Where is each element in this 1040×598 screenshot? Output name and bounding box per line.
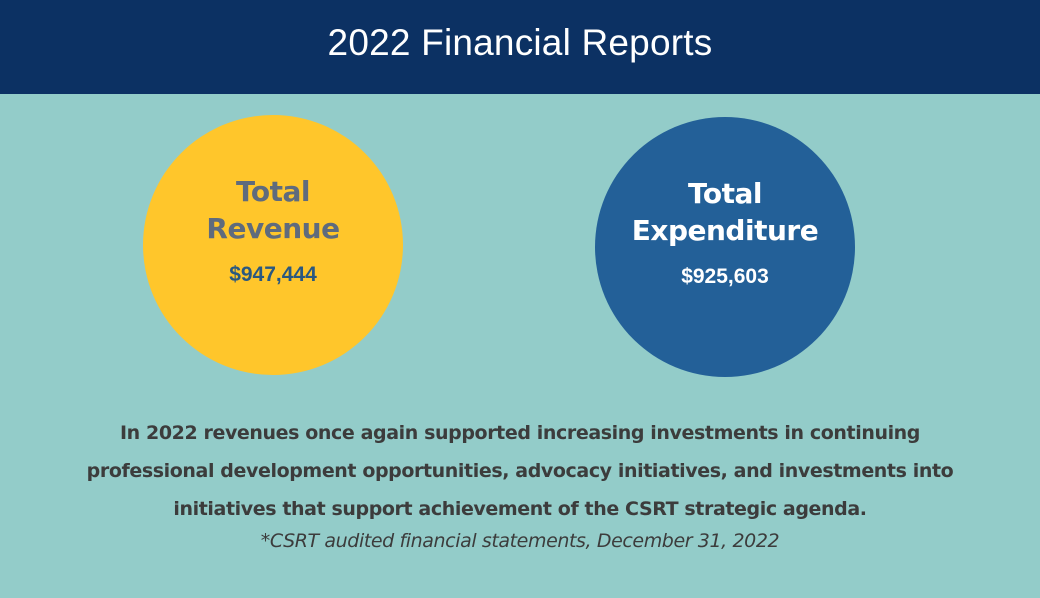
revenue-label-line2: Revenue [206,212,340,245]
total-revenue-circle: Total Revenue $947,444 [143,115,403,375]
expenditure-label-line2: Expenditure [631,214,819,247]
revenue-amount: $947,444 [229,263,317,286]
expenditure-amount: $925,603 [681,265,769,288]
footnote-text: *CSRT audited financial statements, Dece… [260,530,780,552]
page-title: 2022 Financial Reports [327,22,713,63]
revenue-label-line1: Total [236,175,311,208]
header-banner: 2022 Financial Reports [0,0,1040,94]
expenditure-label-line1: Total [688,177,763,210]
summary-text: In 2022 revenues once again supported in… [86,422,954,520]
total-expenditure-circle: Total Expenditure $925,603 [595,117,855,377]
